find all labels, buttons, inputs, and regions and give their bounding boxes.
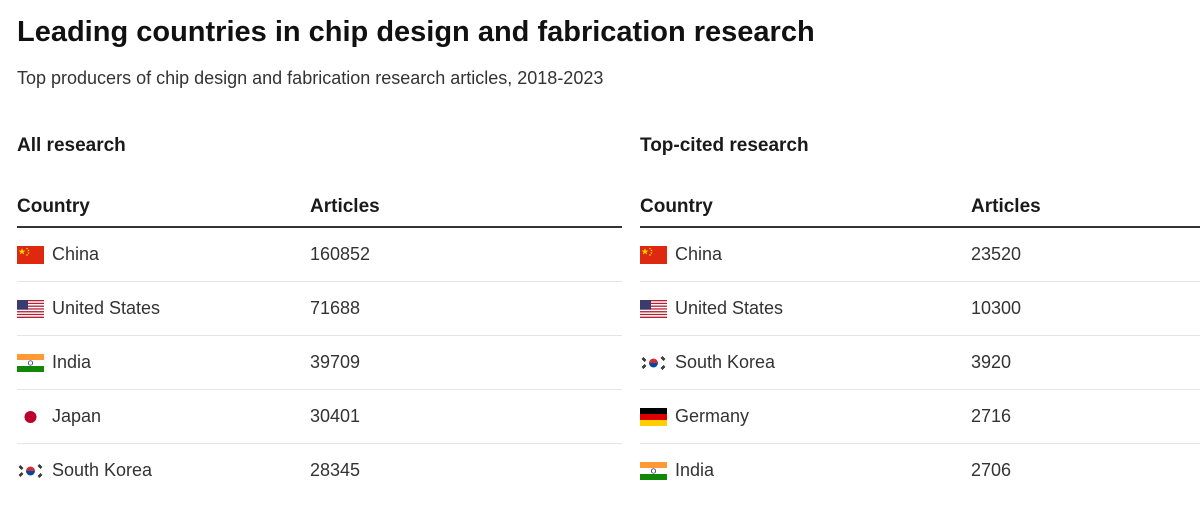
table-row: South Korea 28345	[17, 444, 622, 498]
country-cell: United States	[640, 281, 971, 336]
country-name: South Korea	[675, 352, 776, 372]
top-cited-research-title: Top-cited research	[640, 135, 809, 156]
table-row: South Korea 3920	[640, 335, 1200, 390]
country-name: United States	[52, 298, 161, 318]
articles-value: 23520	[971, 227, 1200, 282]
country-cell: South Korea	[640, 335, 971, 390]
articles-value: 71688	[310, 281, 622, 336]
table-row: Japan 30401	[17, 389, 622, 444]
all-research-table: Country Articles China 160852 United State…	[17, 182, 622, 497]
articles-column-header: Articles	[971, 182, 1200, 228]
country-column-header: Country	[17, 182, 310, 228]
table-row: China 23520	[640, 227, 1200, 282]
china-flag-icon	[640, 245, 667, 264]
country-cell: China	[17, 227, 310, 282]
articles-value: 28345	[310, 460, 361, 480]
articles-value: 30401	[310, 389, 622, 444]
country-cell: United States	[17, 281, 310, 336]
country-cell: Japan	[17, 389, 310, 444]
germany-flag-icon	[640, 407, 667, 426]
page-subtitle: Top producers of chip design and fabrica…	[17, 68, 604, 88]
country-name: India	[52, 352, 92, 372]
table-row: India 2706	[640, 444, 1200, 498]
country-name: South Korea	[52, 460, 153, 480]
page-title: Leading countries in chip design and fab…	[17, 16, 815, 48]
india-flag-icon	[17, 353, 44, 372]
articles-value: 10300	[971, 281, 1200, 336]
country-name: China	[52, 244, 100, 264]
articles-value: 160852	[310, 227, 622, 282]
header-row: Country Articles	[17, 182, 622, 228]
country-name: China	[675, 244, 723, 264]
articles-value: 2716	[971, 389, 1200, 444]
top-cited-research-table: Country Articles China 23520 United States…	[640, 182, 1200, 497]
country-cell: Germany	[640, 389, 971, 444]
country-column-header: Country	[640, 182, 971, 228]
country-cell: South Korea	[17, 444, 310, 498]
country-name: United States	[675, 298, 784, 318]
table-row: United States 10300	[640, 281, 1200, 336]
country-cell: China	[640, 227, 971, 282]
south-korea-flag-icon	[17, 461, 44, 480]
articles-value: 3920	[971, 335, 1200, 390]
us-flag-icon	[640, 299, 667, 318]
country-name: Japan	[52, 406, 102, 426]
table-row: United States 71688	[17, 281, 622, 336]
articles-column-header: Articles	[310, 182, 622, 228]
country-name: Germany	[675, 406, 750, 426]
all-research-title: All research	[17, 135, 126, 156]
country-name: India	[675, 460, 715, 480]
top-cited-research-panel: Top-cited research Country Articles Chin…	[640, 132, 1200, 497]
table-row: Germany 2716	[640, 389, 1200, 444]
india-flag-icon	[640, 461, 667, 480]
us-flag-icon	[17, 299, 44, 318]
country-cell: India	[17, 335, 310, 390]
articles-value: 2706	[971, 460, 1012, 480]
table-row: China 160852	[17, 227, 622, 282]
header-row: Country Articles	[640, 182, 1200, 228]
south-korea-flag-icon	[640, 353, 667, 372]
all-research-panel: All research Country Articles China 16085…	[17, 132, 622, 497]
articles-value: 39709	[310, 335, 622, 390]
table-row: India 39709	[17, 335, 622, 390]
japan-flag-icon	[24, 410, 37, 423]
country-cell: India	[640, 444, 971, 498]
china-flag-icon	[17, 245, 44, 264]
